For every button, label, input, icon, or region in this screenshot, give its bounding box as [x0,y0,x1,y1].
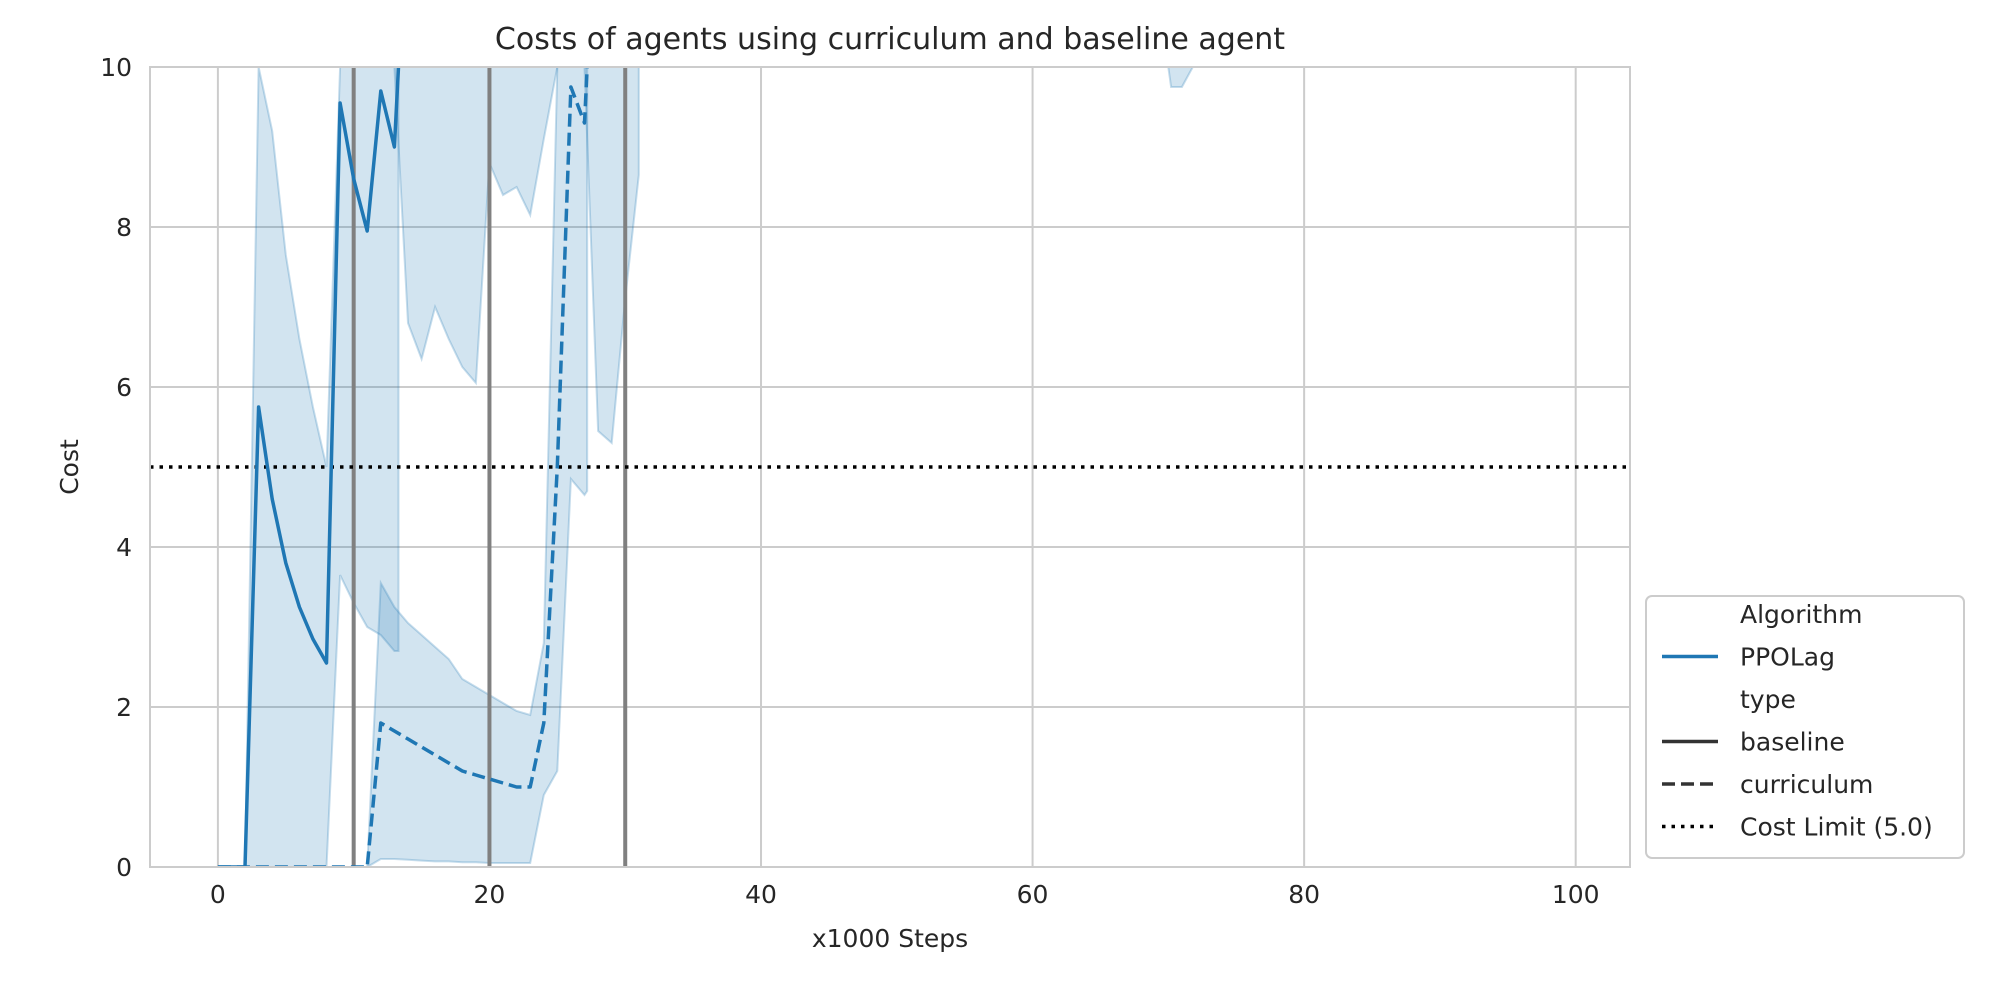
extra-band [1167,67,1194,88]
legend: Algorithm PPOLag type baseline curriculum Cos… [1645,595,1965,859]
x-tick-label: 20 [474,880,506,909]
curriculum-line [217,67,589,867]
y-tick-label: 8 [116,213,132,242]
x-tick-label: 80 [1288,880,1320,909]
baseline-line [217,67,401,867]
x-tick-label: 60 [1017,880,1049,909]
y-tick-label: 2 [116,693,132,722]
tick-labels: 0 20 40 60 80 100 0 2 4 6 8 10 [100,53,1599,909]
y-tick-label: 0 [116,853,132,882]
x-axis-label: x1000 Steps [812,924,968,953]
legend-label: PPOLag [1740,643,1835,672]
chart-title: Costs of agents using curriculum and bas… [495,22,1285,57]
x-tick-label: 0 [210,880,226,909]
x-tick-label: 40 [745,880,777,909]
y-tick-label: 4 [116,533,132,562]
curriculum-band [217,67,589,867]
legend-label: type [1740,685,1796,714]
y-tick-label: 10 [100,53,132,82]
x-tick-label: 100 [1552,880,1600,909]
legend-label: Cost Limit (5.0) [1740,813,1933,842]
extra-band [393,67,640,446]
legend-box [1645,595,1965,859]
legend-label: baseline [1740,728,1845,757]
legend-label: curriculum [1740,770,1873,799]
y-axis-label: Cost [55,439,84,495]
plot-frame [149,66,1631,868]
legend-label: Algorithm [1740,600,1862,629]
series-lines [217,67,589,867]
y-tick-label: 6 [116,373,132,402]
